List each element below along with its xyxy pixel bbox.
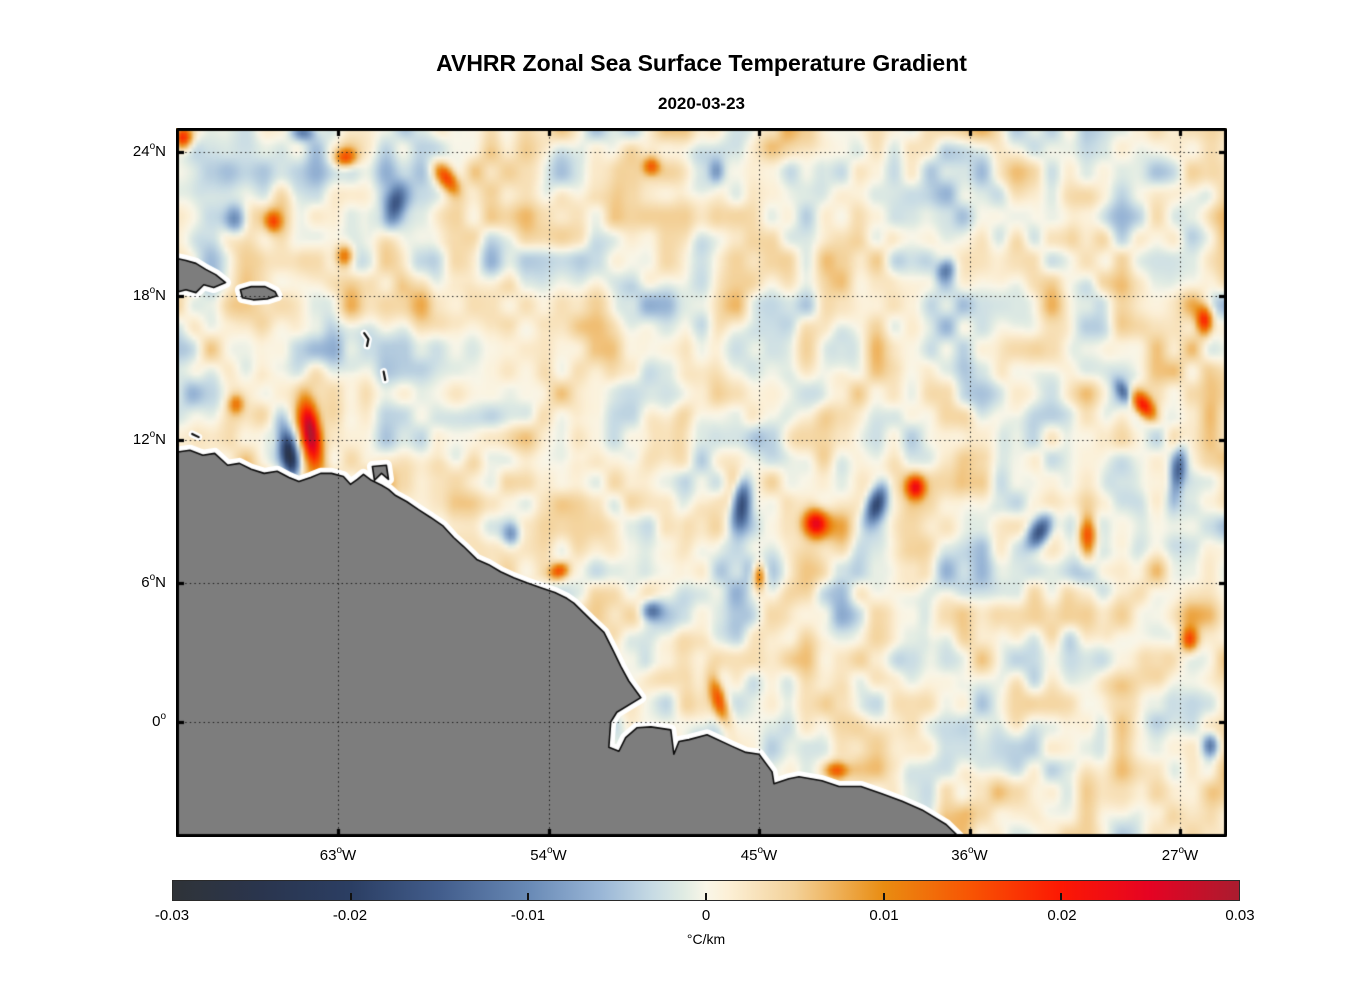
lon-tick-label: 27oW	[1161, 845, 1199, 865]
lon-tick-label: 54oW	[530, 845, 567, 865]
colorbar-tick	[1060, 893, 1063, 900]
lon-tick-label: 36oW	[951, 845, 988, 865]
map-canvas	[176, 128, 1227, 837]
lat-tick-label: 24oN	[132, 141, 166, 161]
lon-tick-label: 63oW	[319, 845, 357, 865]
colorbar-tick-label: 0	[701, 907, 711, 924]
colorbar-tick	[705, 893, 707, 900]
colorbar-tick	[527, 893, 530, 900]
colorbar-tick-label: 0.02	[1047, 907, 1077, 924]
chart-title: AVHRR Zonal Sea Surface Temperature Grad…	[436, 50, 967, 76]
lat-tick-label: 18oN	[132, 285, 166, 305]
lon-tick-label: 45oW	[740, 845, 778, 865]
lat-tick-label: 0o	[152, 711, 166, 731]
colorbar-tick-label: -0.01	[510, 907, 546, 924]
colorbar	[172, 880, 1240, 901]
colorbar-tick	[882, 893, 885, 900]
colorbar-tick-label: -0.02	[332, 907, 368, 924]
colorbar-tick-label: 0.01	[869, 907, 899, 924]
colorbar-unit-label: °C/km	[686, 931, 726, 947]
colorbar-tick-label: -0.03	[154, 907, 190, 924]
colorbar-tick	[349, 893, 352, 900]
chart-subtitle: 2020-03-23	[658, 94, 745, 113]
lat-tick-label: 12oN	[132, 429, 166, 449]
colorbar-tick-label: 0.03	[1225, 907, 1255, 924]
lat-tick-label: 6oN	[141, 572, 166, 592]
